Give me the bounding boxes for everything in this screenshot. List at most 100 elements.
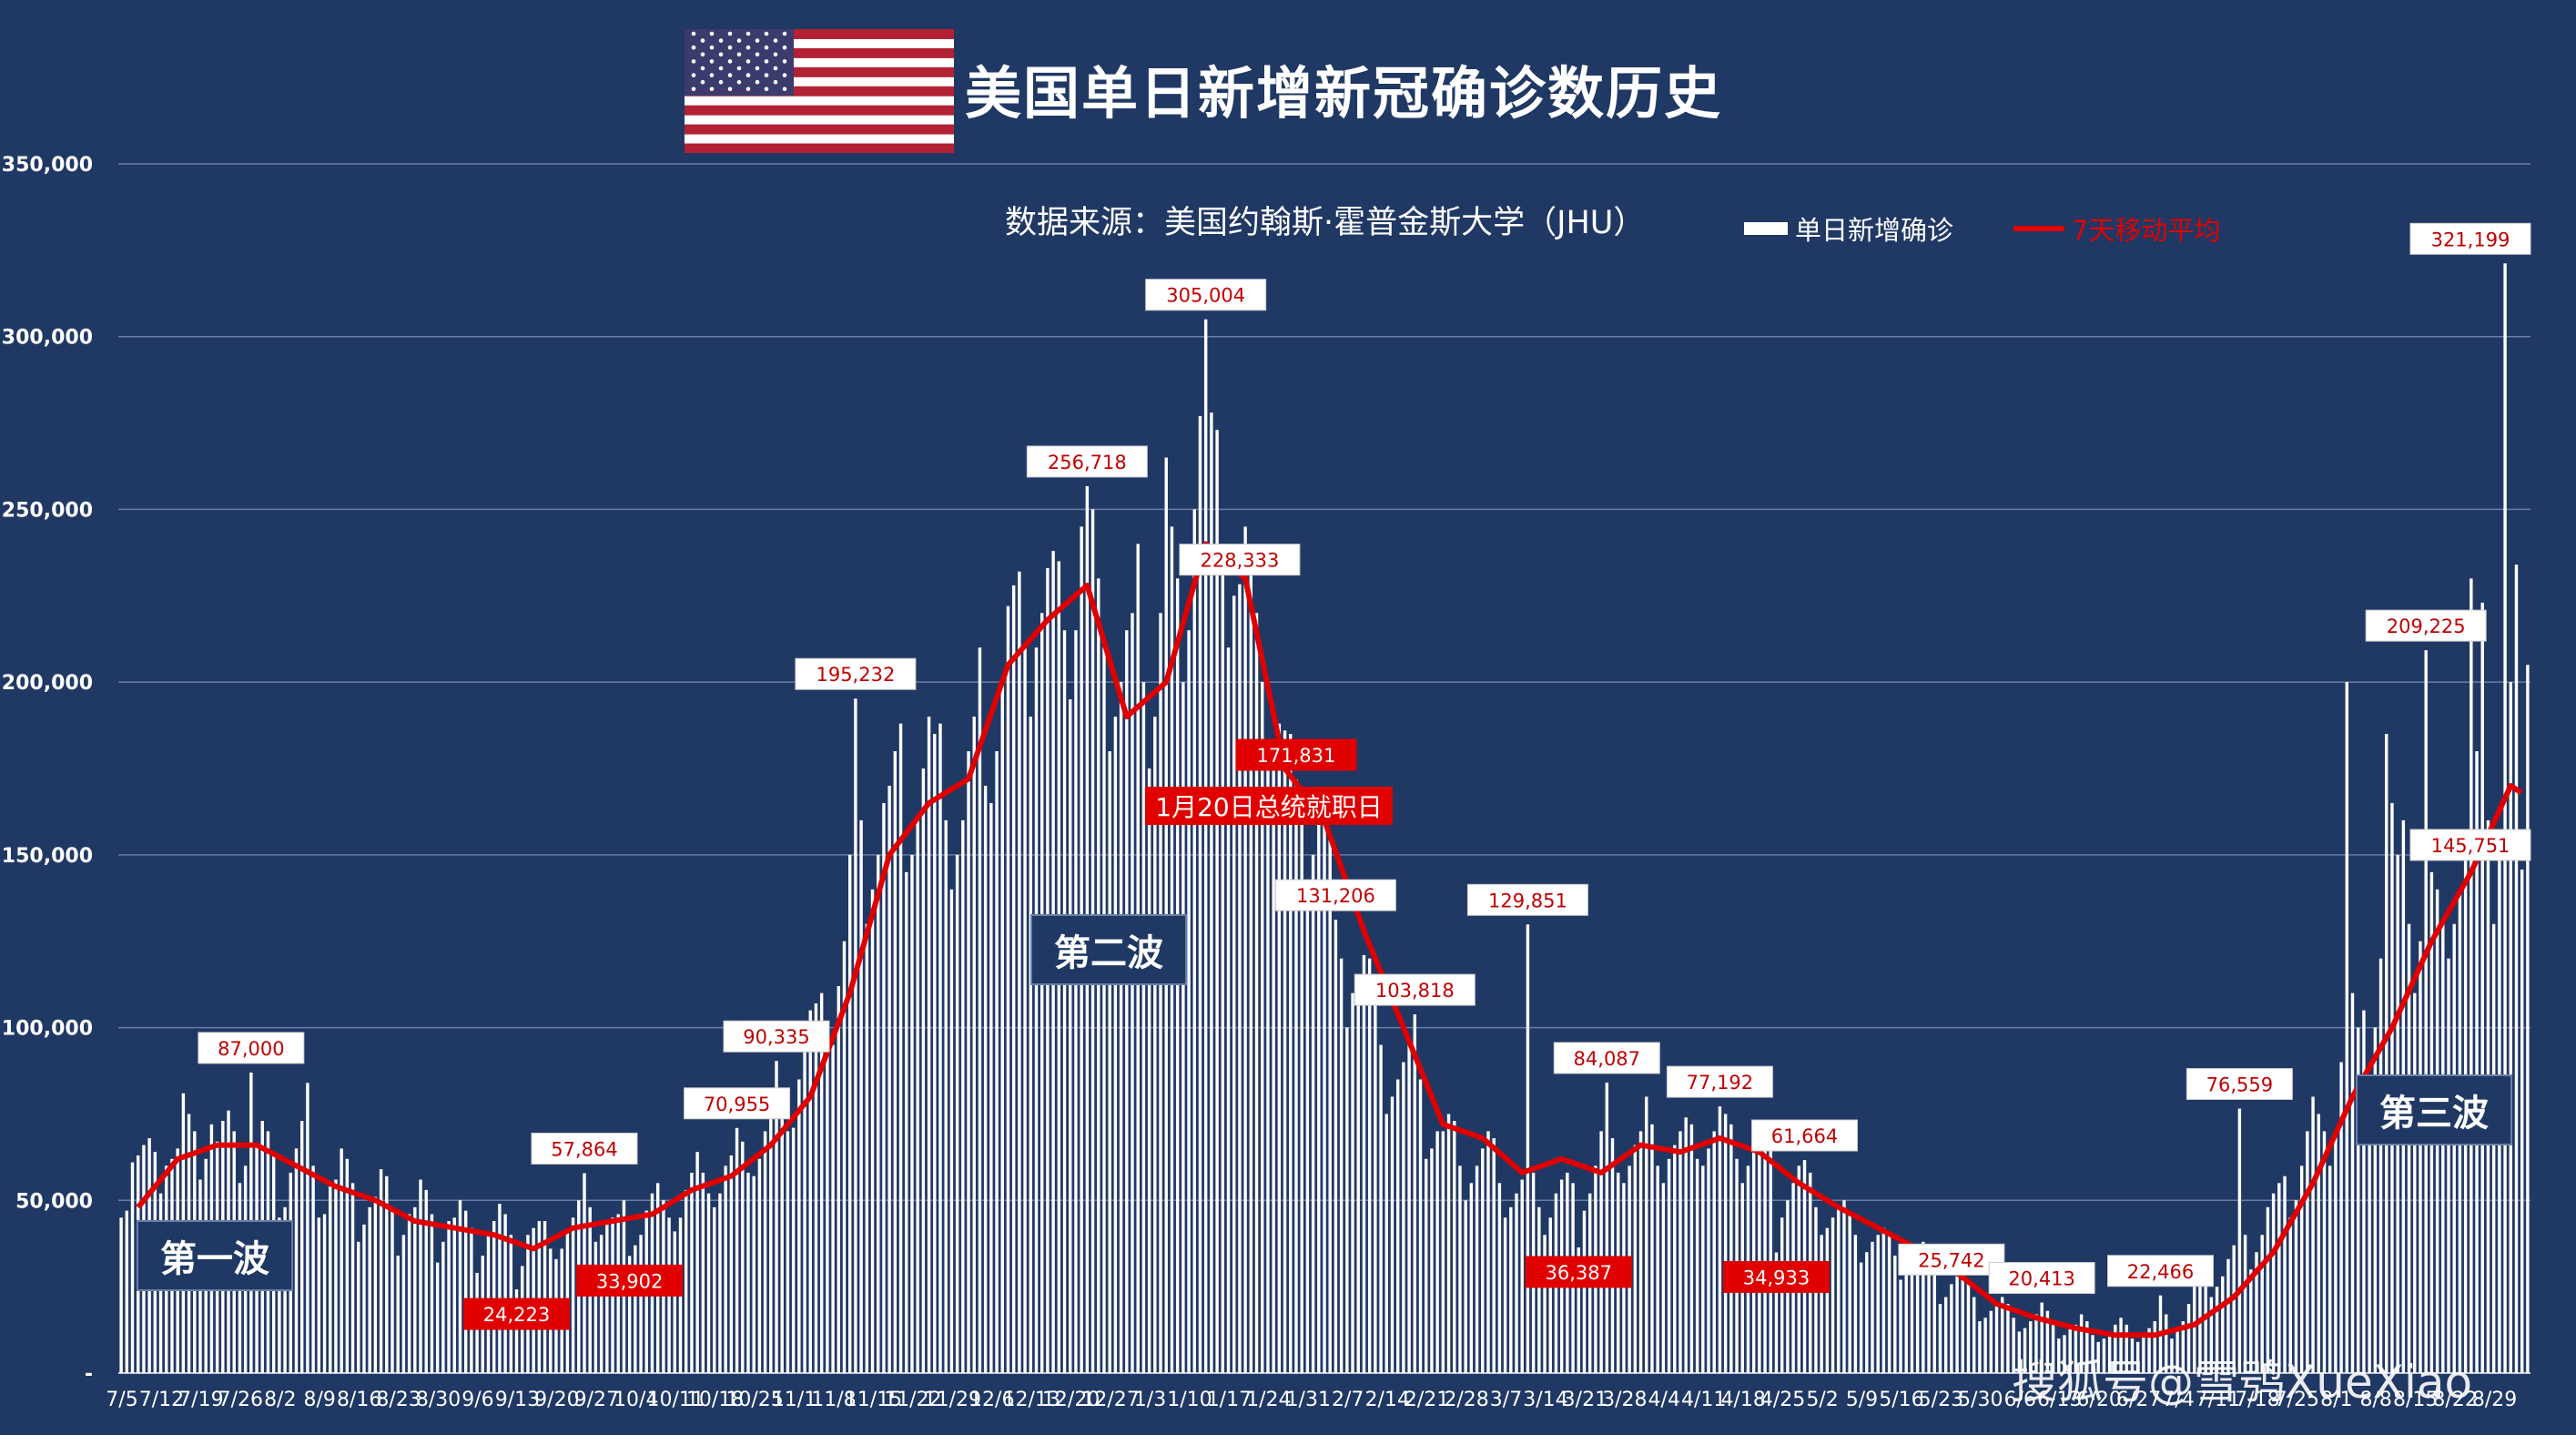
bar	[1972, 1297, 1976, 1373]
bar	[927, 717, 931, 1373]
bar	[1249, 561, 1253, 1373]
bar	[413, 1206, 417, 1373]
bar	[1384, 1114, 1388, 1373]
bar	[724, 1165, 727, 1373]
flag-star	[764, 73, 769, 77]
bar	[1141, 682, 1146, 1373]
data-label-box	[1988, 1262, 2095, 1295]
x-tick-label: 6/6	[2004, 1389, 2036, 1411]
flag-star	[782, 31, 787, 36]
x-tick-label: 7/11	[2196, 1389, 2240, 1411]
bar	[1486, 1131, 1490, 1373]
data-label: 20,413	[1988, 1262, 2095, 1295]
bar	[514, 1289, 519, 1373]
flag-star	[736, 38, 742, 43]
bar	[2491, 923, 2496, 1373]
data-label-text: 90,335	[743, 1026, 809, 1048]
bar	[1769, 1148, 1772, 1373]
bar	[1108, 751, 1111, 1373]
flag-star	[755, 52, 760, 57]
flag-star	[764, 87, 769, 92]
data-label: 25,742	[1898, 1243, 2005, 1276]
bar	[492, 1221, 496, 1373]
bar	[1645, 1096, 1648, 1373]
bar	[2063, 1335, 2066, 1373]
bar	[826, 1048, 829, 1373]
data-label-text: 305,004	[1166, 285, 1245, 307]
bar	[2503, 263, 2507, 1373]
bar	[2226, 1258, 2230, 1373]
data-label-text: 76,559	[2206, 1074, 2273, 1096]
bar	[2385, 734, 2388, 1373]
data-label: 34,933	[1722, 1260, 1830, 1293]
bar	[1407, 1044, 1411, 1373]
bar	[1599, 1131, 1603, 1373]
bar	[362, 1224, 366, 1373]
bar	[933, 734, 937, 1373]
bar	[430, 1214, 434, 1373]
flag-star	[736, 66, 742, 71]
bar	[2193, 1287, 2196, 1373]
bar	[2012, 1318, 2015, 1373]
bar	[1203, 319, 1208, 1374]
flag-star	[745, 59, 751, 64]
x-tick-label: 8/8	[2360, 1389, 2392, 1411]
bar	[1232, 595, 1236, 1373]
bar	[390, 1206, 394, 1373]
bar	[1825, 1227, 1830, 1373]
bar	[1605, 1082, 1609, 1373]
bar	[1000, 682, 1004, 1373]
x-tick-label: 4/4	[1648, 1389, 1680, 1411]
bar	[1922, 1241, 1925, 1373]
flag-star	[718, 52, 724, 57]
bar	[2232, 1245, 2236, 1373]
data-label-box	[198, 1032, 305, 1064]
flag-star	[700, 79, 705, 85]
x-tick-label: 8/30	[416, 1389, 461, 1411]
flag-star	[782, 45, 787, 50]
bar	[2001, 1297, 2004, 1373]
data-label-text: 70,955	[704, 1094, 770, 1115]
data-label: 36,387	[1525, 1256, 1632, 1288]
bar	[1537, 1206, 1541, 1373]
bar	[1192, 509, 1196, 1373]
bar	[1198, 415, 1202, 1373]
bar	[1656, 1165, 1659, 1373]
bar	[1481, 1148, 1485, 1373]
bar	[2328, 1165, 2332, 1373]
bar	[1425, 1158, 1428, 1373]
bar	[1374, 992, 1377, 1373]
bar	[503, 1214, 507, 1373]
data-label-box	[684, 1087, 791, 1120]
bar	[2357, 1027, 2360, 1373]
flag-star	[755, 38, 760, 43]
flag-star	[691, 59, 696, 64]
bar	[2509, 682, 2512, 1373]
bar	[1820, 1235, 1823, 1373]
data-label-box	[2186, 1068, 2293, 1101]
flag-star	[782, 59, 787, 64]
bar	[639, 1235, 643, 1373]
bar	[1339, 958, 1344, 1373]
bar	[786, 1131, 790, 1373]
bar	[1848, 1214, 1851, 1373]
flag-star	[691, 73, 696, 77]
x-tick-label: 7/19	[178, 1389, 223, 1411]
bar	[1418, 1079, 1423, 1373]
bar	[1684, 1117, 1688, 1373]
legend-line-label: 7天移动平均	[2072, 215, 2221, 246]
data-label-text: 321,199	[2431, 229, 2510, 250]
bar	[1119, 682, 1123, 1373]
bar	[1881, 1227, 1886, 1373]
bar	[1305, 889, 1310, 1373]
flag-star	[755, 66, 760, 71]
bar	[2057, 1338, 2061, 1373]
y-tick-label: 300,000	[2, 327, 93, 350]
bar	[419, 1179, 422, 1373]
bar	[1289, 734, 1293, 1373]
bar	[1453, 1121, 1456, 1373]
data-label: 77,192	[1666, 1065, 1773, 1098]
data-label-box	[1145, 279, 1267, 311]
bar	[1102, 647, 1106, 1373]
data-label-text: 228,333	[1200, 550, 1279, 572]
